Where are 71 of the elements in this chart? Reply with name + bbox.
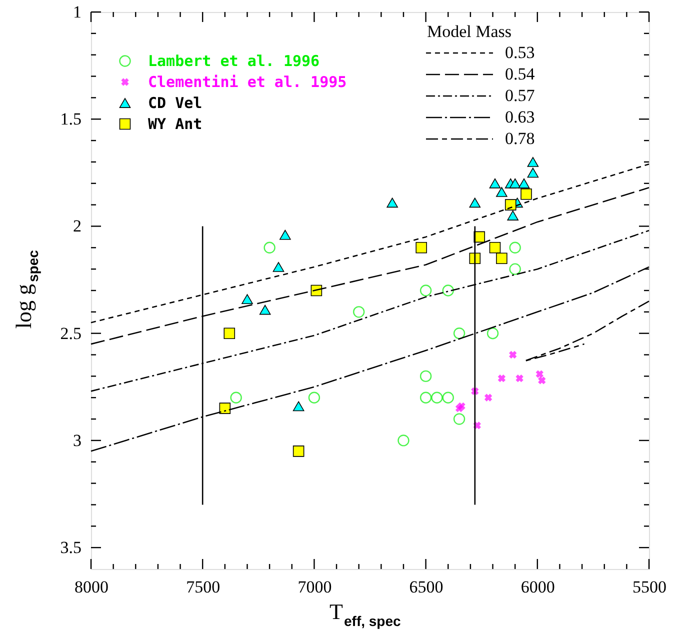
point bbox=[474, 231, 486, 243]
point bbox=[484, 394, 492, 402]
point bbox=[219, 402, 231, 414]
point bbox=[420, 284, 432, 296]
point bbox=[224, 328, 236, 339]
point bbox=[507, 210, 518, 220]
point bbox=[486, 328, 499, 340]
point bbox=[230, 392, 242, 404]
point bbox=[308, 392, 320, 404]
legend-label: 0.78 bbox=[505, 129, 535, 148]
legend-label: CD Vel bbox=[148, 94, 202, 112]
point bbox=[504, 199, 516, 210]
x-tick-label: 6500 bbox=[409, 578, 444, 596]
point bbox=[509, 242, 521, 254]
point bbox=[292, 446, 304, 457]
point bbox=[416, 242, 427, 254]
point bbox=[489, 242, 501, 254]
point bbox=[469, 198, 481, 208]
y-tick-label: 3.5 bbox=[60, 538, 82, 558]
point bbox=[259, 304, 271, 315]
point bbox=[520, 188, 532, 200]
point bbox=[272, 262, 284, 272]
point bbox=[420, 392, 432, 404]
point bbox=[264, 242, 276, 254]
legend-label: WY Ant bbox=[148, 115, 202, 133]
point bbox=[292, 401, 304, 412]
legend-label: 0.54 bbox=[505, 64, 536, 84]
point bbox=[458, 402, 466, 410]
y-tick-label: 2 bbox=[73, 216, 82, 236]
legend-label: 0.57 bbox=[505, 86, 536, 105]
point bbox=[527, 168, 539, 178]
y-tick-label: 1.5 bbox=[60, 110, 82, 129]
point bbox=[420, 370, 432, 382]
point bbox=[386, 198, 398, 208]
point bbox=[453, 328, 466, 340]
legend-label: 0.53 bbox=[505, 43, 535, 62]
point bbox=[280, 230, 291, 240]
point bbox=[489, 178, 501, 188]
y-axis-title: log gspec bbox=[11, 250, 41, 329]
point bbox=[496, 187, 508, 197]
point bbox=[518, 178, 530, 188]
point bbox=[509, 178, 521, 188]
y-tick-label: 1 bbox=[73, 2, 82, 22]
x-tick-label: 5500 bbox=[632, 578, 666, 596]
point bbox=[527, 157, 539, 167]
y-tick-label: 3 bbox=[73, 430, 82, 450]
point bbox=[516, 374, 524, 382]
y-tick-label: 2.5 bbox=[60, 324, 82, 343]
point bbox=[496, 252, 508, 264]
point bbox=[536, 370, 544, 378]
point bbox=[509, 350, 517, 359]
point bbox=[442, 392, 454, 404]
x-tick-label: 6000 bbox=[520, 578, 555, 596]
x-tick-label: 7000 bbox=[298, 578, 332, 596]
point bbox=[538, 376, 546, 384]
x-tick-label: 7500 bbox=[186, 578, 220, 596]
line-series bbox=[523, 300, 650, 362]
legend-title: Model Mass bbox=[427, 22, 512, 41]
point bbox=[398, 434, 410, 446]
point bbox=[242, 294, 253, 304]
x-tick-label: 8000 bbox=[74, 578, 108, 596]
point bbox=[498, 374, 506, 382]
point bbox=[442, 284, 454, 296]
legend-label: Clementini et al. 1995 bbox=[148, 73, 347, 91]
legend-label: Lambert et al. 1996 bbox=[148, 52, 320, 70]
point bbox=[453, 413, 466, 425]
point bbox=[431, 392, 443, 404]
point bbox=[469, 252, 481, 264]
point bbox=[509, 263, 521, 275]
point bbox=[352, 306, 365, 318]
legend-label: 0.63 bbox=[505, 108, 535, 126]
